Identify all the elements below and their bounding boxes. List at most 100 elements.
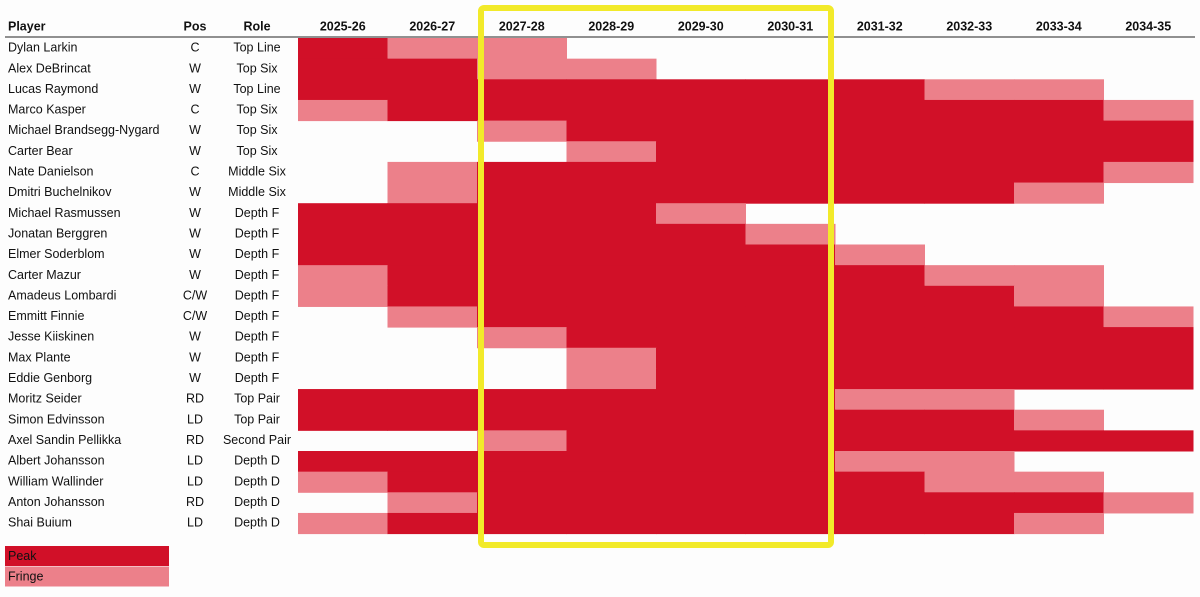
row-pos: W [189, 123, 201, 137]
season-cell [1103, 141, 1194, 163]
season-cell [477, 223, 567, 245]
season-cell [745, 347, 836, 369]
season-cell [656, 285, 746, 307]
season-cell [387, 451, 478, 473]
season-cell [298, 38, 388, 60]
season-cell [835, 182, 925, 204]
row-pos: W [189, 185, 201, 199]
season-cell [387, 223, 478, 245]
season-cell [477, 244, 567, 266]
season-cell [835, 265, 925, 287]
row-player: Amadeus Lombardi [8, 288, 116, 302]
season-cell [835, 285, 925, 307]
column-header: Player [8, 19, 46, 33]
season-cell [656, 161, 746, 184]
season-cell [1014, 430, 1104, 452]
row-pos: W [189, 226, 201, 240]
season-cell [835, 471, 925, 493]
season-cell [656, 99, 746, 122]
row-player: Max Plante [8, 350, 71, 364]
row-role: Depth F [235, 309, 280, 323]
season-cell [745, 285, 836, 307]
season-cell [566, 368, 657, 390]
row-pos: W [189, 82, 201, 96]
season-cell [745, 141, 836, 163]
season-cell [656, 306, 746, 328]
row-pos: W [189, 330, 201, 344]
season-cell [387, 389, 478, 411]
row-pos: C/W [183, 309, 208, 323]
row-pos: W [189, 247, 201, 261]
row-player: Shai Buium [8, 516, 72, 530]
season-header: 2030-31 [767, 19, 813, 33]
season-cell [1014, 347, 1104, 369]
row-player: Jesse Kiiskinen [8, 330, 94, 344]
season-cell [835, 327, 925, 349]
season-cell [566, 285, 657, 307]
season-cell [298, 285, 388, 307]
season-cell [656, 512, 746, 535]
season-cell [745, 265, 836, 287]
season-cell [656, 368, 746, 390]
season-cell [387, 182, 478, 204]
row-role: Top Line [233, 41, 280, 55]
season-cell [387, 492, 478, 514]
season-cell [1103, 327, 1194, 349]
season-cell [924, 347, 1015, 369]
season-cell [924, 492, 1015, 514]
season-cell [1103, 430, 1194, 452]
season-cell [745, 182, 836, 204]
season-cell [298, 99, 388, 122]
season-cell [924, 306, 1015, 328]
season-cell [387, 99, 478, 122]
season-cell [298, 471, 388, 493]
legend-label: Peak [8, 549, 37, 563]
season-cell [924, 99, 1015, 122]
season-cell [298, 512, 388, 535]
season-cell [566, 347, 657, 369]
legend-label: Fringe [8, 569, 43, 583]
row-player: Albert Johansson [8, 454, 105, 468]
season-cell [387, 285, 478, 307]
season-cell [477, 182, 567, 204]
season-cell [387, 409, 478, 431]
season-cell [656, 327, 746, 349]
season-cell [1014, 285, 1104, 307]
row-player: Michael Brandsegg-Nygard [8, 123, 160, 137]
row-pos: LD [187, 474, 203, 488]
row-player: Michael Rasmussen [8, 206, 121, 220]
row-role: Depth F [235, 247, 280, 261]
season-cell [477, 285, 567, 307]
season-cell [566, 409, 657, 431]
season-cell [566, 265, 657, 287]
season-cell [477, 389, 567, 411]
season-cell [745, 409, 836, 431]
season-cell [1103, 492, 1194, 514]
season-cell [298, 223, 388, 245]
season-cell [924, 327, 1015, 349]
row-pos: LD [187, 412, 203, 426]
season-cell [656, 492, 746, 514]
season-cell [566, 430, 657, 452]
season-cell [566, 58, 657, 80]
row-pos: W [189, 61, 201, 75]
season-cell [835, 120, 925, 142]
season-cell [1014, 182, 1104, 204]
season-cell [387, 244, 478, 266]
season-cell [924, 120, 1015, 142]
season-cell [835, 99, 925, 122]
season-cell [924, 451, 1015, 473]
season-cell [1103, 368, 1194, 390]
season-cell [745, 161, 836, 184]
season-cell [387, 79, 478, 101]
season-cell [298, 389, 388, 411]
season-cell [477, 161, 567, 184]
season-cell [387, 58, 478, 80]
row-player: Simon Edvinsson [8, 412, 105, 426]
row-player: Jonatan Berggren [8, 226, 107, 240]
row-pos: RD [186, 392, 204, 406]
season-cell [1103, 120, 1194, 142]
season-cell [387, 203, 478, 225]
season-cell [387, 512, 478, 535]
